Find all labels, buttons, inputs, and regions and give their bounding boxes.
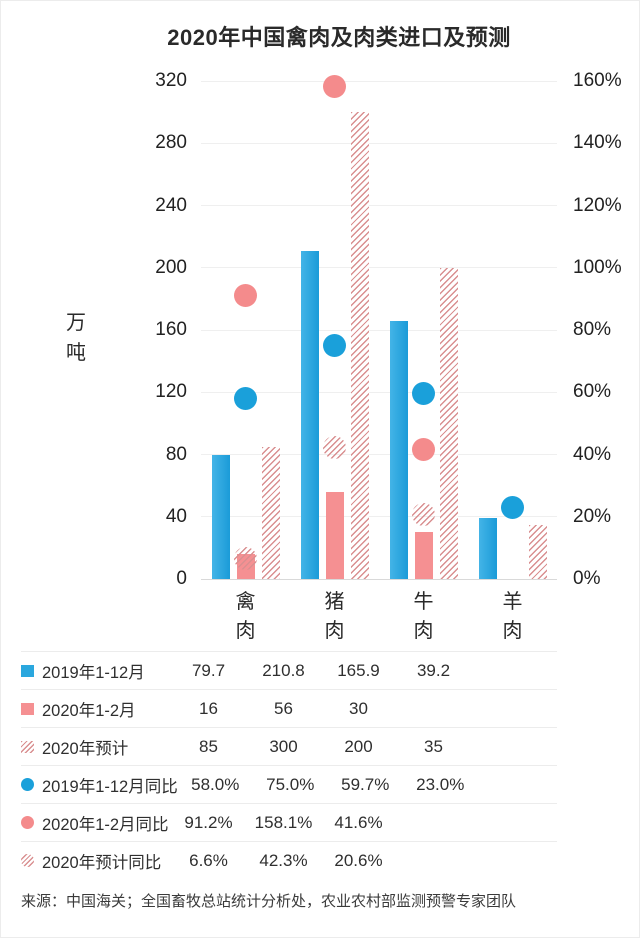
legend-value: 79.7 — [191, 660, 226, 680]
legend-value: 6.6% — [189, 850, 228, 870]
gridline — [201, 329, 557, 331]
legend-value: 85 — [199, 736, 218, 756]
dot-s1-c2 — [412, 438, 435, 462]
legend-row: 2019年1-12月 79.7 210.8 165.9 39.2 — [21, 651, 557, 689]
legend-value: 23.0% — [416, 774, 465, 794]
legend-value: 30 — [349, 698, 368, 718]
left-axis-tick: 320 — [155, 70, 187, 91]
gridline — [201, 142, 557, 144]
category-label: 猪肉 — [324, 591, 345, 642]
legend-value: 200 — [344, 736, 373, 756]
legend-value: 75.0% — [266, 774, 315, 794]
left-axis-tick: 240 — [155, 194, 187, 216]
gridline — [201, 267, 557, 269]
dot-pink-marker-icon — [21, 816, 34, 829]
bar-s0-c3 — [478, 517, 497, 579]
bar-s2-c3 — [528, 524, 547, 579]
legend-label: 2020年1-2月 — [42, 701, 136, 720]
square-pink-marker-icon — [21, 702, 34, 715]
legend-label: 2019年1-12月 — [42, 663, 145, 682]
right-axis-tick: 20% — [573, 505, 612, 527]
legend-row: 2020年1-2月 16 56 30 — [21, 689, 557, 727]
legend-value: 58.0% — [191, 774, 240, 794]
dot-s2-c2 — [412, 503, 435, 527]
right-axis-tick: 120% — [573, 194, 622, 216]
dot-s2-c0 — [234, 546, 257, 570]
bar-s2-c0 — [261, 446, 280, 579]
left-axis-title: 万吨 — [66, 312, 86, 364]
legend-value: 39.2 — [416, 660, 451, 680]
right-axis-tick: 0% — [573, 568, 601, 589]
left-axis-tick: 120 — [155, 381, 187, 403]
gridline — [201, 205, 557, 206]
right-axis-tick: 80% — [573, 319, 612, 340]
bar-s2-c1 — [350, 112, 369, 579]
left-axis-tick: 40 — [165, 505, 187, 527]
legend-value: 59.7% — [341, 774, 390, 794]
left-axis-tick: 200 — [155, 256, 187, 278]
gridline — [201, 80, 557, 82]
plot-area — [201, 75, 557, 580]
legend-row: 2020年1-2月同比 91.2% 158.1% 41.6% — [21, 803, 557, 841]
legend-value: 300 — [269, 736, 298, 756]
legend-row: 2020年预计 85 300 200 35 — [21, 727, 557, 765]
left-axis-tick: 0 — [176, 568, 187, 589]
legend-value: 41.6% — [334, 812, 383, 832]
dot-s0-c2 — [412, 381, 435, 405]
dot-blue-marker-icon — [21, 778, 34, 791]
legend-value: 35 — [424, 736, 443, 756]
dot-s0-c1 — [323, 334, 346, 358]
bar-s0-c0 — [211, 454, 230, 579]
left-axis-tick: 160 — [155, 319, 187, 340]
legend-value: 16 — [199, 698, 218, 718]
legend-row: 2019年1-12月同比 58.0% 75.0% 59.7% 23.0% — [21, 765, 557, 803]
chart-title: 2020年中国禽肉及肉类进口及预测 — [167, 25, 511, 50]
bar-s2-c2 — [439, 267, 458, 579]
legend-label: 2020年预计 — [42, 739, 129, 758]
legend-table: 2019年1-12月 79.7 210.8 165.9 39.2 2020年1-2月 16 5… — [21, 651, 557, 879]
legend-label: 2020年预计同比 — [42, 853, 162, 872]
left-axis-tick: 80 — [165, 443, 187, 465]
gridline — [201, 578, 557, 580]
right-axis-tick: 140% — [573, 132, 622, 154]
gridline — [201, 391, 557, 393]
right-axis-tick: 60% — [573, 381, 612, 403]
bar-s1-c1 — [325, 491, 344, 579]
category-label: 禽肉 — [235, 591, 256, 642]
legend-value: 20.6% — [334, 850, 383, 870]
gridline — [201, 516, 557, 518]
legend-value: 56 — [274, 698, 293, 718]
gridline — [201, 454, 557, 455]
dot-hatch-marker-icon — [21, 854, 34, 867]
legend-row: 2020年预计同比 6.6% 42.3% 20.6% — [21, 841, 557, 879]
left-axis-tick: 280 — [155, 132, 187, 154]
dot-s1-c0 — [234, 283, 257, 307]
square-hatch-marker-icon — [21, 740, 34, 753]
square-blue-marker-icon — [21, 664, 34, 677]
right-axis-tick: 100% — [573, 256, 622, 278]
dot-s0-c0 — [234, 386, 257, 410]
legend-value: 165.9 — [337, 660, 380, 680]
legend-label: 2020年1-2月同比 — [42, 815, 169, 834]
category-label: 牛肉 — [413, 591, 434, 642]
legend-value: 158.1% — [254, 812, 313, 832]
legend-value: 42.3% — [259, 850, 308, 870]
category-label: 羊肉 — [502, 591, 523, 642]
dot-s0-c3 — [501, 495, 524, 519]
bar-s0-c2 — [389, 320, 408, 579]
legend-label: 2019年1-12月同比 — [42, 777, 178, 796]
dot-s1-c1 — [323, 75, 346, 99]
bar-s0-c1 — [300, 250, 319, 579]
legend-value: 91.2% — [184, 812, 233, 832]
source-note: 来源：中国海关；全国畜牧总站统计分析处，农业农村部监测预警专家团队 — [21, 893, 517, 910]
right-axis-tick: 40% — [573, 443, 612, 465]
dot-s2-c1 — [323, 435, 346, 459]
right-axis-tick: 160% — [573, 70, 622, 91]
bar-s1-c2 — [414, 532, 433, 579]
legend-value: 210.8 — [262, 660, 305, 680]
